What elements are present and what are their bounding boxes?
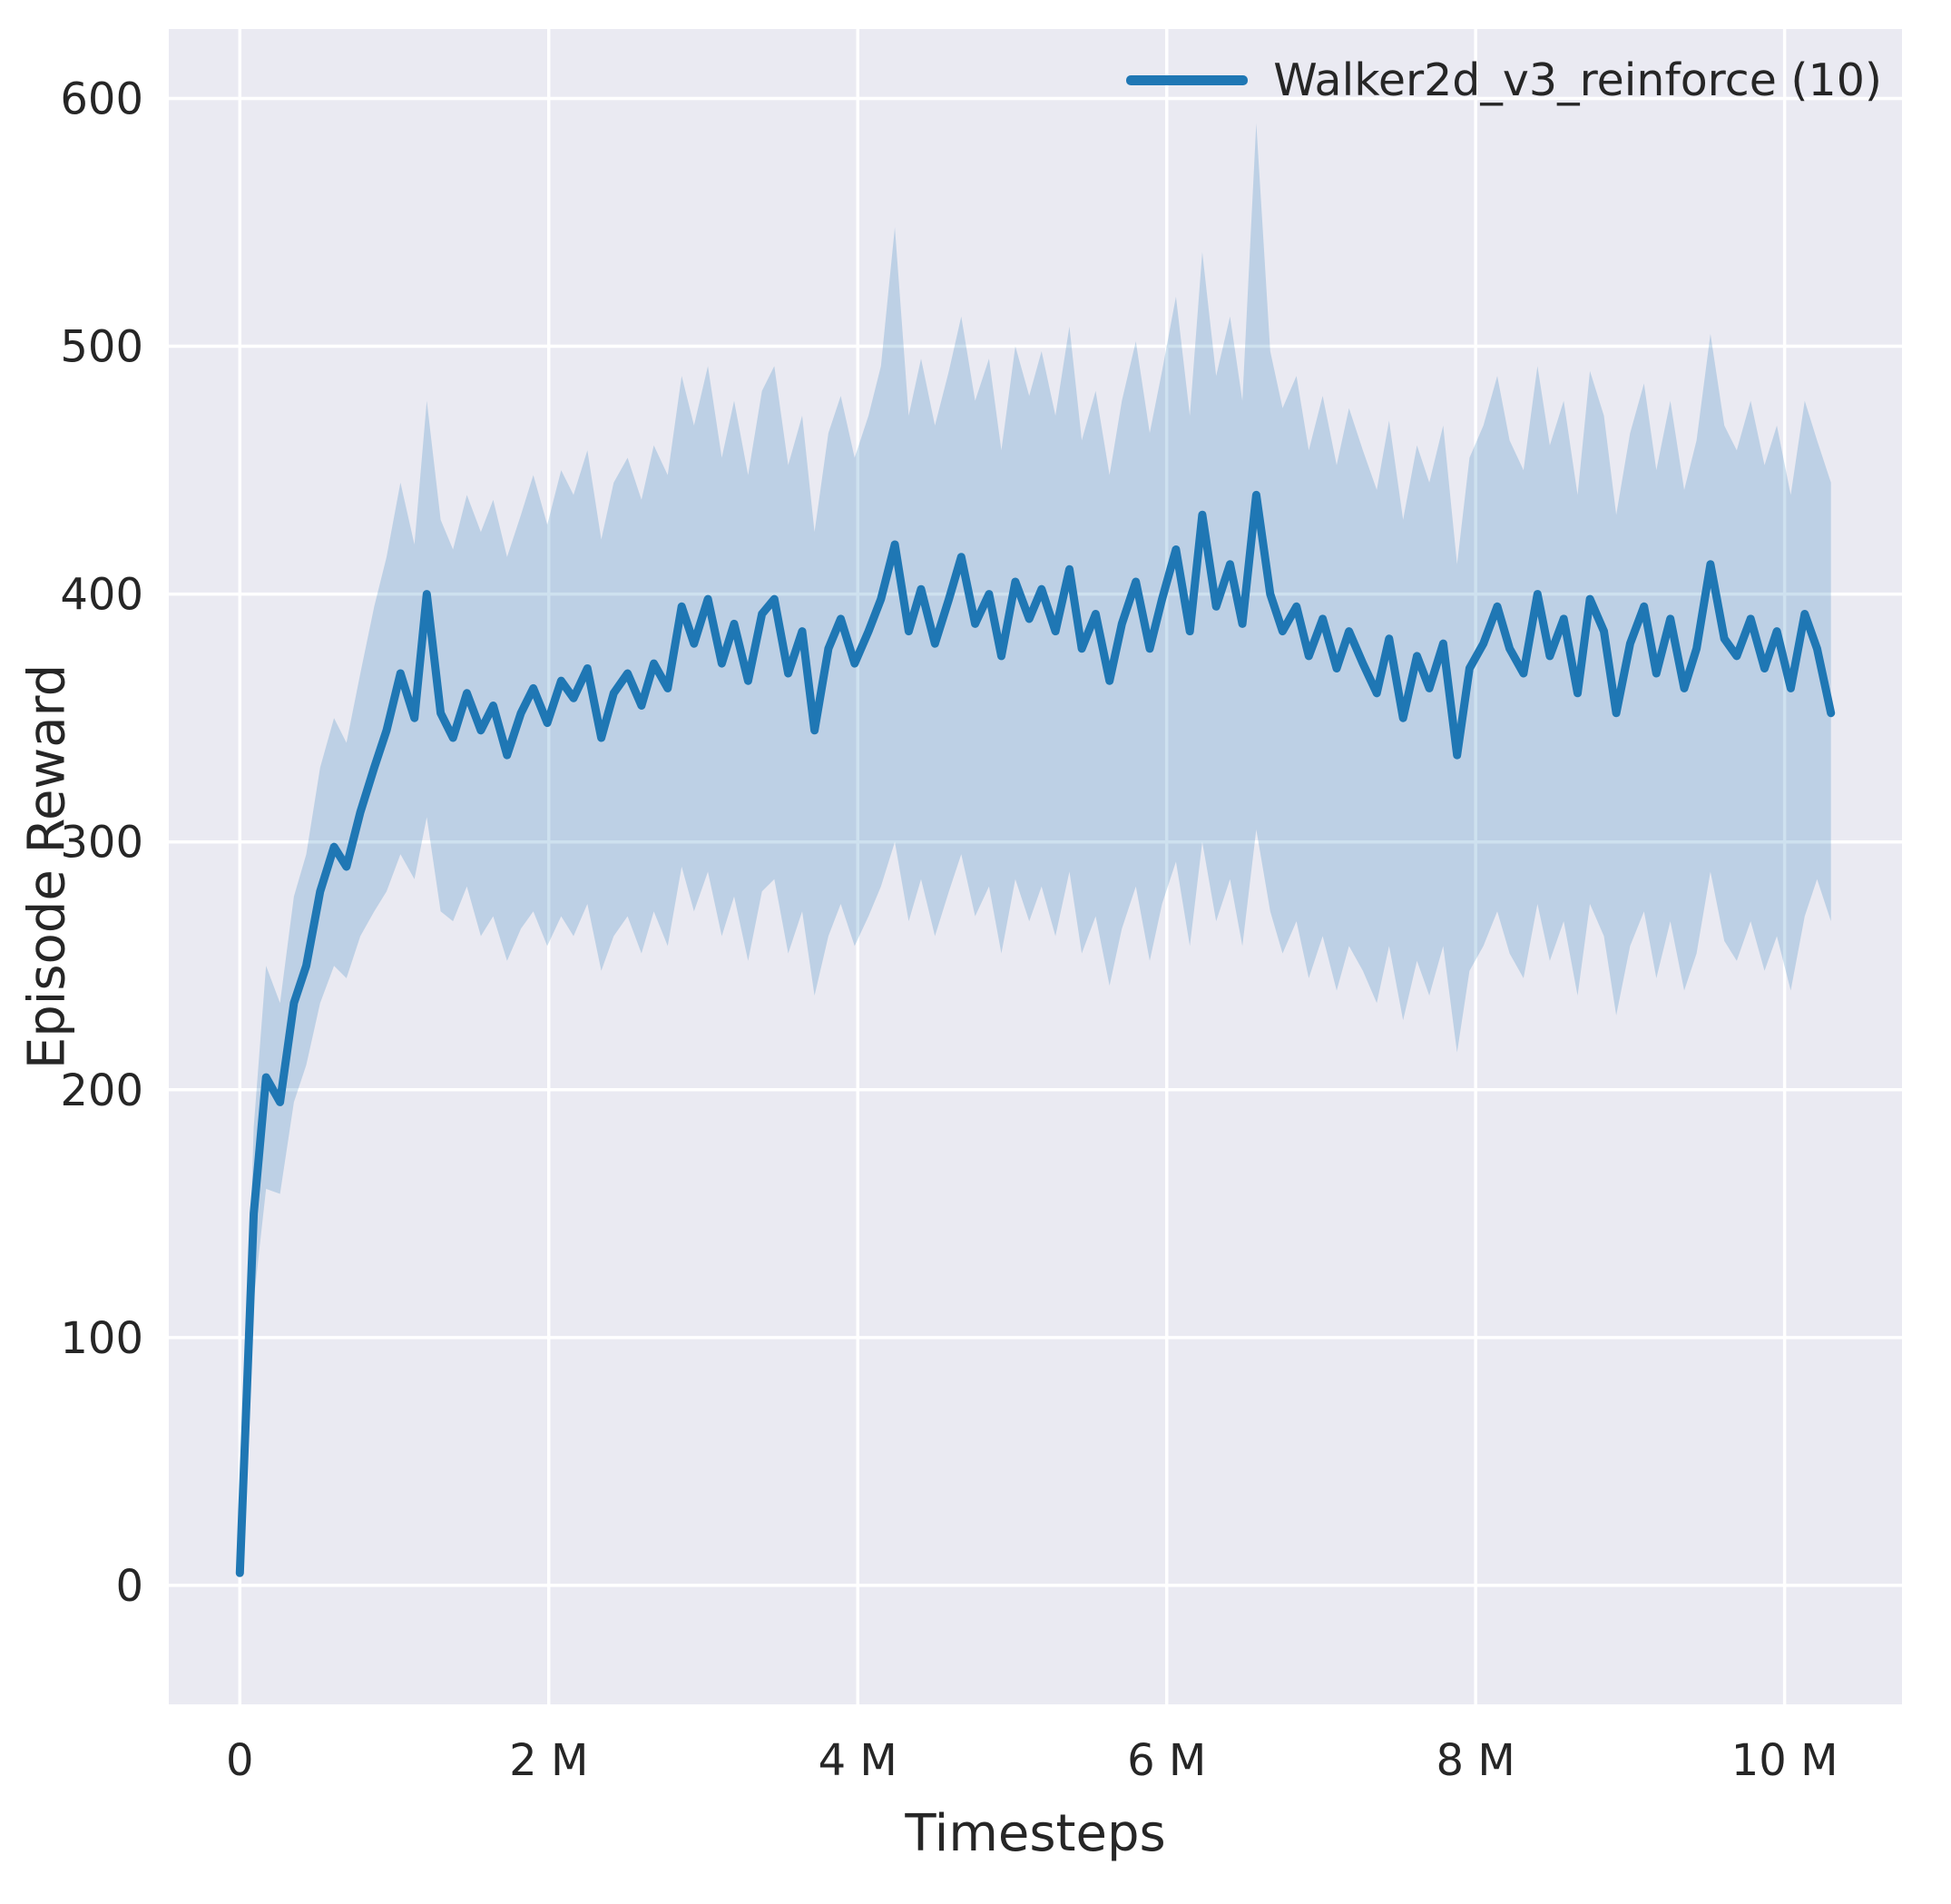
legend-line-sample (1126, 75, 1249, 85)
legend: Walker2d_v3_reinforce (10) (1126, 54, 1882, 106)
mean-line (235, 490, 1836, 1577)
x-tick-label: 4 M (819, 1735, 897, 1786)
x-tick-label: 6 M (1127, 1735, 1206, 1786)
y-tick-label: 400 (60, 570, 143, 621)
plot-background (169, 29, 1902, 1704)
x-axis-label: Timesteps (905, 1804, 1166, 1863)
x-tick-label: 8 M (1436, 1735, 1515, 1786)
x-tick-label: 2 M (509, 1735, 588, 1786)
y-tick-label: 200 (60, 1065, 143, 1116)
confidence-band (240, 123, 1831, 1574)
x-tick-label: 10 M (1731, 1735, 1838, 1786)
y-tick-label: 0 (115, 1561, 143, 1612)
legend-label: Walker2d_v3_reinforce (10) (1273, 54, 1882, 106)
y-tick-label: 500 (60, 322, 143, 373)
y-tick-label: 300 (60, 818, 143, 869)
y-tick-label: 600 (60, 74, 143, 124)
y-tick-label: 100 (60, 1313, 143, 1364)
x-tick-label: 0 (226, 1735, 254, 1786)
y-axis-label: Episode Reward (17, 663, 77, 1070)
